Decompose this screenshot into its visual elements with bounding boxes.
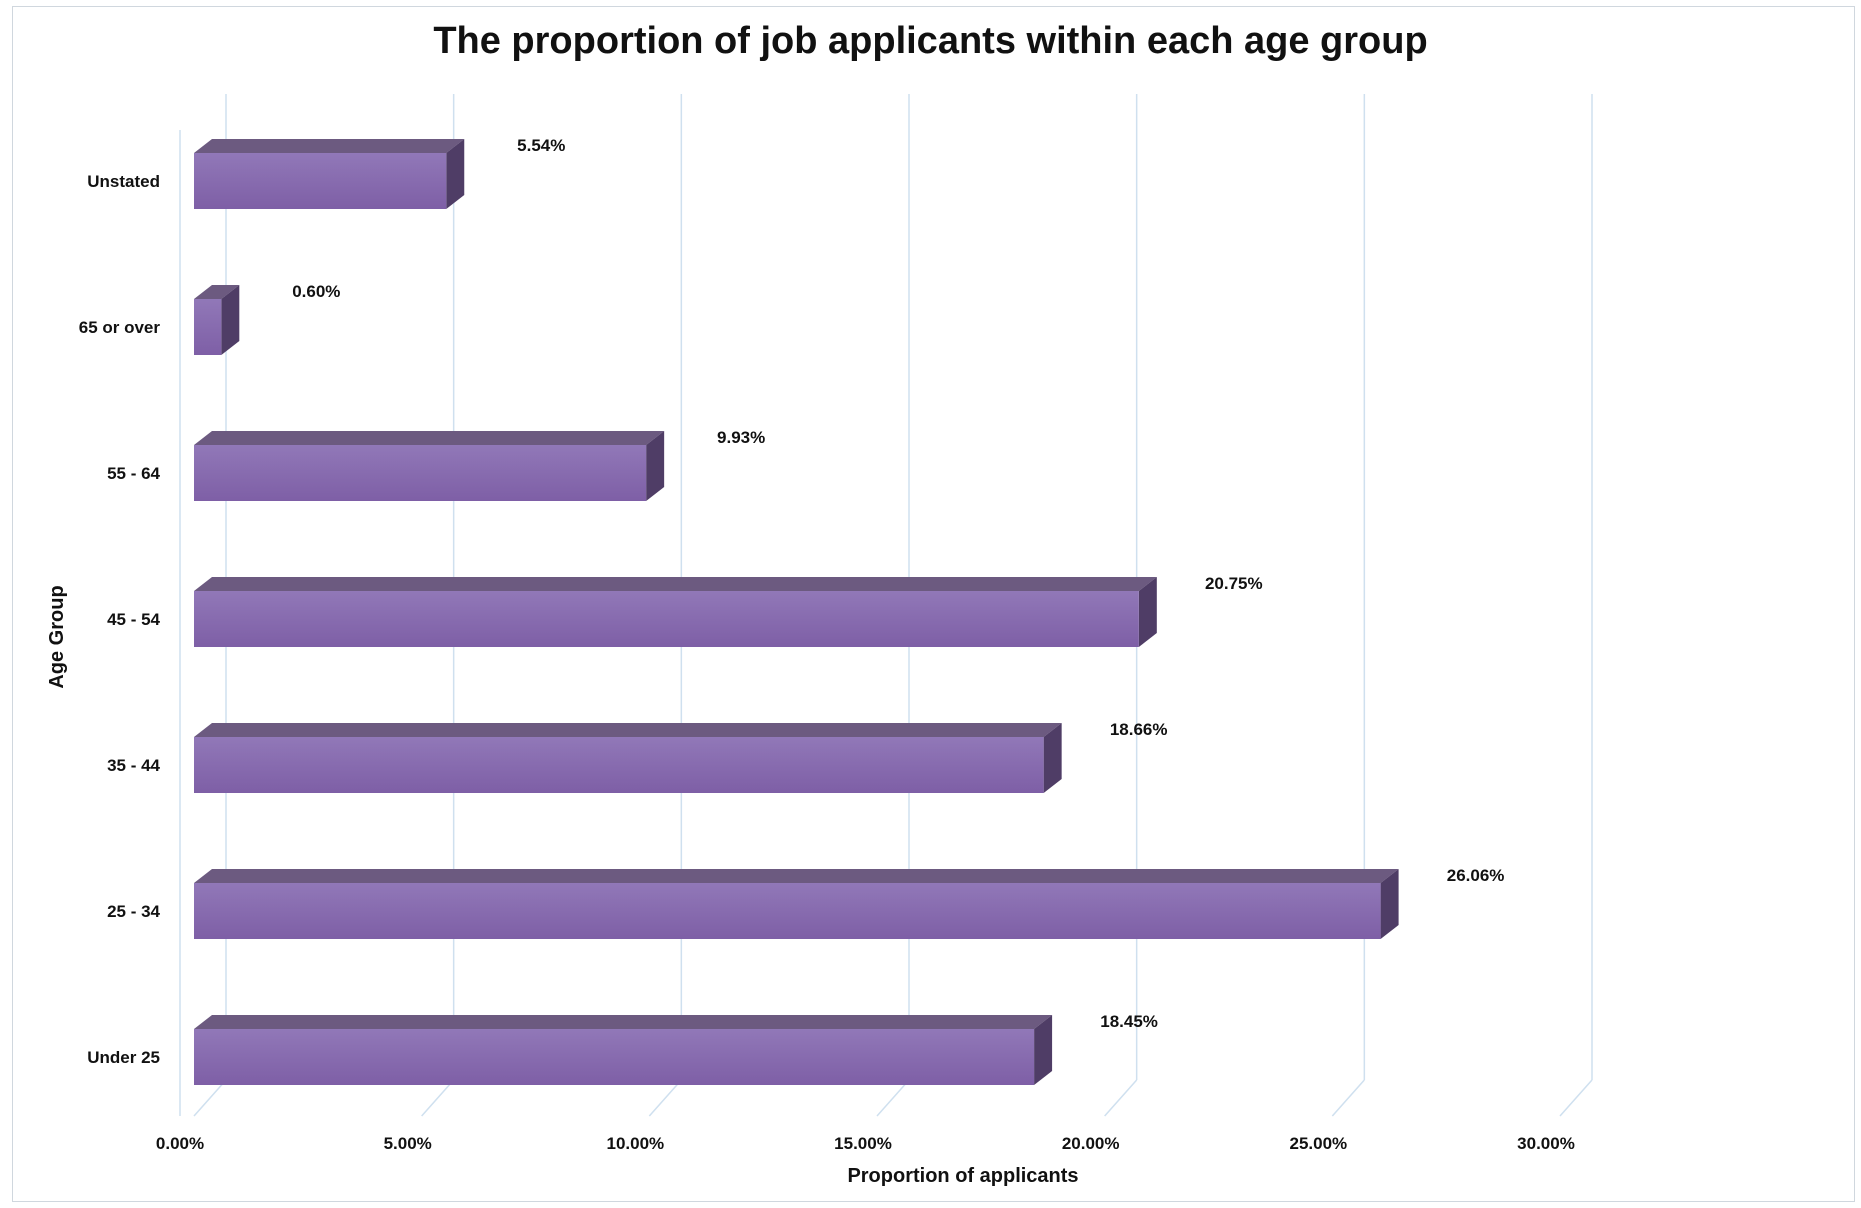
gridline-floor	[648, 1079, 682, 1117]
bar-top-face	[194, 723, 1062, 737]
y-tick-label: 65 or over	[79, 318, 161, 337]
bar-top-face	[194, 869, 1399, 883]
bar	[194, 299, 222, 355]
bar-side-face	[1138, 577, 1157, 647]
x-tick-label: 25.00%	[1289, 1134, 1347, 1153]
bar-top-face	[194, 285, 240, 299]
gridline-floor	[1331, 1079, 1365, 1117]
labels: Under 25 18.45% 25 - 34 26.06% 35 - 44 18.66%…	[79, 136, 1575, 1153]
bar	[194, 153, 447, 209]
bar-top-face	[194, 1015, 1053, 1029]
gridline-floor	[421, 1079, 455, 1117]
chart-frame	[12, 6, 1855, 1202]
data-label: 5.54%	[517, 136, 565, 155]
bar-side-face	[646, 431, 665, 501]
bar	[194, 591, 1139, 647]
bar	[194, 883, 1381, 939]
bar	[194, 445, 647, 501]
x-tick-label: 5.00%	[384, 1134, 432, 1153]
y-tick-label: 35 - 44	[107, 756, 160, 775]
data-label: 20.75%	[1205, 574, 1263, 593]
bar-top-face	[194, 139, 465, 153]
data-label: 18.66%	[1110, 720, 1168, 739]
data-label: 26.06%	[1447, 866, 1505, 885]
gridline-floor	[1559, 1079, 1593, 1117]
data-label: 9.93%	[717, 428, 765, 447]
y-axis-title: Age Group	[46, 585, 68, 688]
y-tick-label: 45 - 54	[107, 610, 160, 629]
bar-side-face	[446, 139, 465, 209]
bar-side-face	[221, 285, 240, 355]
x-tick-label: 10.00%	[606, 1134, 664, 1153]
chart-title: The proportion of job applicants within …	[433, 20, 1428, 62]
y-tick-label: 55 - 64	[107, 464, 160, 483]
bar-top-face	[194, 431, 665, 445]
bar-side-face	[1034, 1015, 1053, 1085]
y-tick-label: Under 25	[87, 1048, 160, 1067]
x-axis-title: Proportion of applicants	[847, 1165, 1078, 1187]
y-tick-label: 25 - 34	[107, 902, 160, 921]
bars	[194, 139, 1399, 1085]
bar	[194, 1029, 1035, 1085]
gridline-floor	[876, 1079, 910, 1117]
y-tick-label: Unstated	[87, 172, 160, 191]
bar-side-face	[1380, 869, 1399, 939]
bar	[194, 737, 1044, 793]
x-tick-label: 0.00%	[156, 1134, 204, 1153]
gridline-floor	[1104, 1079, 1138, 1117]
x-tick-label: 20.00%	[1062, 1134, 1120, 1153]
data-label: 18.45%	[1100, 1012, 1158, 1031]
gridline-floor	[193, 1079, 227, 1117]
data-label: 0.60%	[292, 282, 340, 301]
bar-top-face	[194, 577, 1157, 591]
x-tick-label: 30.00%	[1517, 1134, 1575, 1153]
x-tick-label: 15.00%	[834, 1134, 892, 1153]
bar-side-face	[1043, 723, 1062, 793]
